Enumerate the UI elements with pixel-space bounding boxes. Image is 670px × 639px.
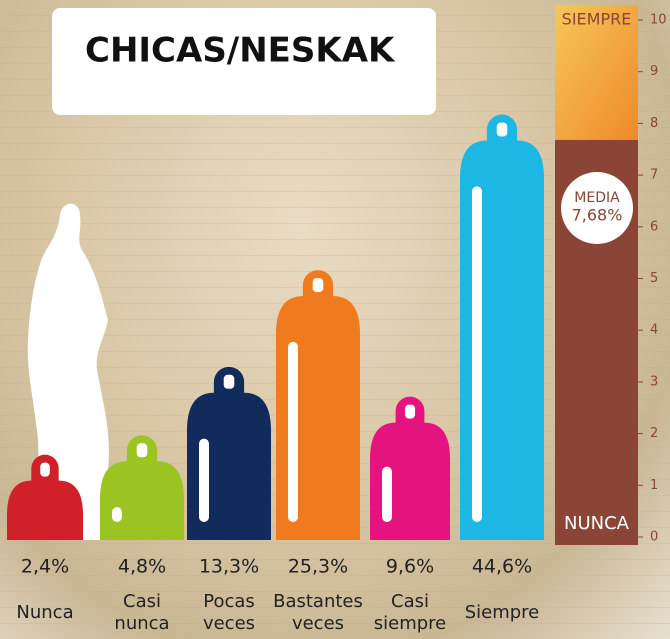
mean-annotation: MEDIA (574, 190, 620, 206)
y-tick-label: 10 (650, 13, 667, 28)
y-tick-label: 4 (650, 323, 658, 338)
bar-highlight (313, 278, 324, 292)
bar-highlight (382, 467, 392, 522)
y-tick-label: 8 (650, 116, 658, 131)
value-label: 2,4% (21, 556, 69, 578)
y-tick-label: 6 (650, 219, 658, 234)
bar-highlight (288, 342, 298, 522)
category-label: Pocas veces (181, 588, 277, 638)
infographic: CHICAS/NESKAK 2,4% 4,8% 13,3% 25,3% 9,6% 44,6… (0, 0, 670, 639)
gauge-top-label: SIEMPRE (562, 10, 632, 29)
gauge-bottom-label: NUNCA (564, 513, 630, 534)
value-label: 9,6% (386, 556, 434, 578)
y-tick-label: 2 (650, 426, 658, 441)
category-label: Casi siempre (362, 588, 458, 638)
bar-highlight (224, 375, 235, 389)
y-tick-label: 7 (650, 168, 658, 183)
category-label: Siempre (454, 588, 550, 638)
bar-highlight (137, 443, 148, 457)
value-label: 4,8% (118, 556, 166, 578)
y-tick-label: 1 (650, 478, 658, 493)
y-tick-label: 5 (650, 271, 658, 286)
y-tick-label: 9 (650, 64, 658, 79)
value-label: 44,6% (472, 556, 532, 578)
category-label: Bastantes veces (270, 588, 366, 638)
bar-highlight (405, 405, 415, 419)
y-tick-label: 3 (650, 374, 658, 389)
chart-title: CHICAS/NESKAK (85, 31, 396, 71)
category-label: Nunca (0, 588, 93, 638)
bar-highlight (112, 507, 122, 522)
category-label: Casi nunca (94, 588, 190, 638)
value-label: 13,3% (199, 556, 259, 578)
y-tick-label: 0 (650, 530, 658, 545)
bar-highlight (40, 463, 50, 477)
bar-highlight (199, 439, 209, 522)
mean-value: 7,68% (572, 206, 623, 225)
bar-highlight (497, 123, 508, 137)
chart: CHICAS/NESKAK 2,4% 4,8% 13,3% 25,3% 9,6% 44,6… (0, 0, 670, 639)
value-label: 25,3% (288, 556, 348, 578)
bar-highlight (472, 186, 482, 522)
